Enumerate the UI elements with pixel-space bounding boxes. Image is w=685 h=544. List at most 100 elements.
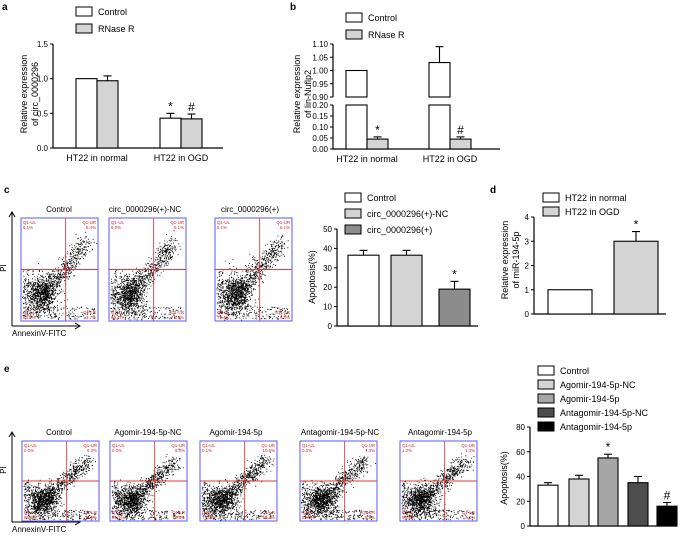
facs-title-c-2: circ_0000296(+)-NC	[109, 205, 181, 214]
bar-chart-e: 0 20 40 60 80 Apoptosis(%) * # Control Agomir-194…	[499, 365, 678, 531]
facs-events-c-1	[22, 231, 98, 320]
quad-ll-value-c-1: 83.8%	[23, 315, 36, 320]
bar-d-1	[613, 240, 659, 315]
quad-ur-name-e-3: Q1-UR	[261, 443, 275, 448]
quad-ul-name-e-5: Q1-UL	[402, 443, 415, 448]
quad-ul-value-e-2: 0.0%	[112, 448, 122, 453]
y-tick-label-b-lower-0: 0.00	[312, 145, 328, 154]
y-tick-label-c-1: 10	[323, 303, 332, 312]
y-tick-label-d-0: 0	[525, 310, 530, 319]
legend-e-0-swatch	[537, 365, 555, 376]
sig-mark-b-1-0: *	[375, 123, 380, 137]
legend-d-0-label: HT22 in normal	[565, 193, 627, 203]
quad-lr-value-e-4: 9.2%	[365, 515, 375, 520]
quad-lr-name-c-1: Q1-LR	[83, 310, 96, 315]
facs-title-c-1: Control	[46, 205, 72, 214]
legend-a-0-label: Control	[98, 7, 127, 17]
quad-ur-name-e-2: Q1-UR	[171, 443, 185, 448]
y-tick-label-b-upper-1: 0.95	[312, 80, 328, 89]
quad-ur-value-e-1: 8.3%	[87, 448, 97, 453]
y-tick-label-d-1: 1	[525, 286, 530, 295]
y-tick-label-b-lower-2: 0.10	[312, 123, 328, 132]
y-tick-label-b-lower-3: 0.15	[312, 112, 328, 121]
facs-title-e-3: Agomir-194-5p	[210, 428, 263, 437]
legend-d-0-swatch	[542, 192, 560, 203]
quad-ul-name-e-2: Q1-UL	[112, 443, 125, 448]
panel-letter-b: b	[290, 2, 296, 13]
quad-ur-value-e-5: 1.3%	[465, 448, 475, 453]
y-tick-label-e-3: 60	[516, 448, 525, 457]
y-tick-label-c-3: 30	[323, 264, 332, 273]
facs-title-e-2: Agomir-194-5p-NC	[114, 428, 181, 437]
facs-x-arrowhead-c	[74, 322, 81, 330]
bar-e-4	[656, 505, 678, 527]
y-tick-label-e-2: 40	[516, 473, 525, 482]
quad-ul-value-e-3: 0.1%	[202, 448, 212, 453]
bar-a-RNaseR-1	[180, 118, 203, 149]
quad-lr-name-c-3: Q1-LR	[277, 310, 290, 315]
facs-plots-e: Q1-UL0.0%Q1-UR8.3%Q1-LL86.2%Q1-LR5.5%Q1-…	[8, 431, 478, 526]
facs-events-e-3	[201, 451, 275, 521]
legend-b-1-swatch	[345, 29, 363, 40]
quad-ll-name-c-2: Q1-LL	[111, 310, 124, 315]
facs-axis-y-e: PI	[0, 466, 8, 474]
ylabel-d-line1: Relative expression	[500, 221, 510, 300]
bar-d-0	[547, 289, 593, 315]
bar-a-Control-0	[75, 78, 98, 149]
facs-title-e-5: Antagomir-194-5p	[408, 428, 473, 437]
quad-ul-name-c-3: Q1-UL	[217, 220, 230, 225]
quad-ll-value-e-4: 83.5%	[302, 515, 315, 520]
panel-letter-e: e	[4, 364, 10, 375]
facs-events-e-4	[301, 450, 376, 521]
quad-ur-value-c-1: 6.4%	[86, 225, 96, 230]
quad-ll-name-e-1: Q1-LL	[24, 510, 37, 515]
panel-c: c Control circ_0000296(+)-NC circ_000029…	[0, 185, 478, 338]
quad-lr-value-c-1: 3.7%	[86, 315, 96, 320]
sig-mark-e-4: #	[664, 488, 671, 502]
quad-lr-name-e-5: Q1-LR	[462, 510, 475, 515]
bar-chart-a: 0.0 0.5 1.0 1.5 HT22 in normal * # HT22 in OGD C…	[37, 6, 223, 163]
legend-e-2-label: Agomir-194-5p	[560, 394, 620, 404]
quad-ur-value-c-3: 6.1%	[280, 225, 290, 230]
ylabel-d-line2: of miR-194-5p	[511, 231, 521, 288]
y-tick-label-b-lower-4: 0.20	[312, 101, 328, 110]
quad-ul-value-c-2: 6.0%	[111, 225, 121, 230]
quad-ul-name-c-2: Q1-UL	[111, 220, 124, 225]
quad-ur-name-c-3: Q1-UR	[276, 220, 290, 225]
y-tick-label-b-upper-4: 1.10	[312, 40, 328, 49]
quad-ur-name-e-4: Q1-UR	[361, 443, 375, 448]
sig-mark-c-2: *	[452, 267, 457, 281]
quad-ll-value-e-3: 74.0%	[202, 515, 215, 520]
legend-a-1-swatch	[75, 23, 93, 34]
y-tick-label-c-5: 50	[323, 225, 332, 234]
bar-c-1	[390, 254, 423, 327]
sig-mark-a-0-1: *	[168, 99, 173, 113]
ylabel-a-line1: Relative expression	[19, 55, 29, 134]
quad-ll-value-e-1: 86.2%	[24, 515, 37, 520]
facs-y-arrowhead-c	[8, 211, 16, 218]
legend-e-2-swatch	[537, 393, 555, 404]
bar-b-upper-0-1	[428, 61, 451, 98]
quad-ll-name-c-3: Q1-LL	[217, 310, 230, 315]
quad-ll-name-c-1: Q1-LL	[23, 310, 36, 315]
ylabel-b-line2: of lin-Nuflp2	[303, 70, 313, 118]
y-tick-label-b-upper-2: 1.00	[312, 67, 328, 76]
legend-c-2-label: circ_0000296(+)	[367, 225, 432, 235]
panel-a: a Relative expression of circ_0000296 0.…	[2, 2, 223, 163]
facs-plots-c: Q1-UL6.1%Q1-UR6.4%Q1-LL83.8%Q1-LR3.7%Q1-…	[8, 211, 293, 330]
ylabel-a-line2: of circ_0000296	[30, 62, 40, 126]
quad-ur-name-e-1: Q1-UR	[83, 443, 97, 448]
facs-axis-x-c: AnnexinV-FITC	[12, 329, 66, 338]
quad-ur-value-e-3: 10.5%	[263, 448, 276, 453]
legend-c-0-swatch	[344, 192, 362, 203]
legend-d-1-label: HT22 in OGD	[565, 207, 620, 217]
quad-ur-name-c-2: Q1-UR	[170, 220, 184, 225]
legend-a-1-label: RNase R	[98, 24, 135, 34]
sig-mark-d-1: *	[634, 218, 639, 232]
quad-ll-name-e-3: Q1-LL	[202, 510, 215, 515]
